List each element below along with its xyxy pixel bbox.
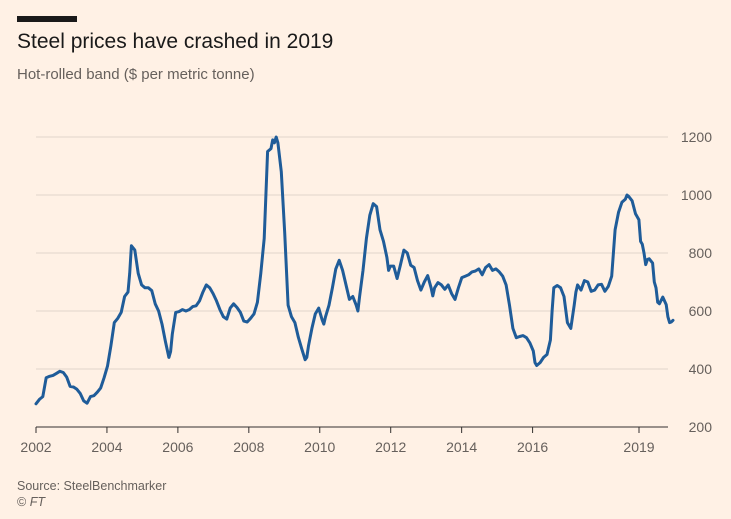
y-tick-label: 200 — [689, 419, 713, 435]
series-layer — [34, 135, 675, 406]
y-tick-label: 1200 — [681, 129, 712, 145]
chart-subtitle: Hot-rolled band ($ per metric tonne) — [17, 66, 255, 83]
x-tick-label: 2004 — [91, 439, 122, 455]
y-tick-label: 600 — [689, 303, 713, 319]
x-tick-label: 2010 — [304, 439, 335, 455]
y-tick-label: 1000 — [681, 187, 712, 203]
axis-layer: 200 400 600 800 1000 1200 2002 2004 2006 2008 2010… — [20, 129, 712, 455]
x-tick-label: 2008 — [233, 439, 264, 455]
series-line-hot-rolled-band — [34, 135, 675, 406]
x-tick-label: 2002 — [20, 439, 51, 455]
x-tick-label: 2006 — [162, 439, 193, 455]
x-tick-label: 2016 — [517, 439, 548, 455]
top-rule — [17, 16, 77, 22]
source-note: Source: SteelBenchmarker — [17, 479, 167, 493]
x-tick-label: 2014 — [446, 439, 477, 455]
y-tick-label: 800 — [689, 245, 713, 261]
copyright-symbol: © — [17, 495, 27, 509]
copyright-note: © FT — [17, 495, 45, 509]
grid-layer — [36, 136, 668, 370]
chart-title: Steel prices have crashed in 2019 — [17, 30, 334, 53]
y-tick-label: 400 — [689, 361, 713, 377]
copyright-brand: FT — [29, 495, 45, 509]
x-tick-label: 2019 — [623, 439, 654, 455]
x-tick-label: 2012 — [375, 439, 406, 455]
